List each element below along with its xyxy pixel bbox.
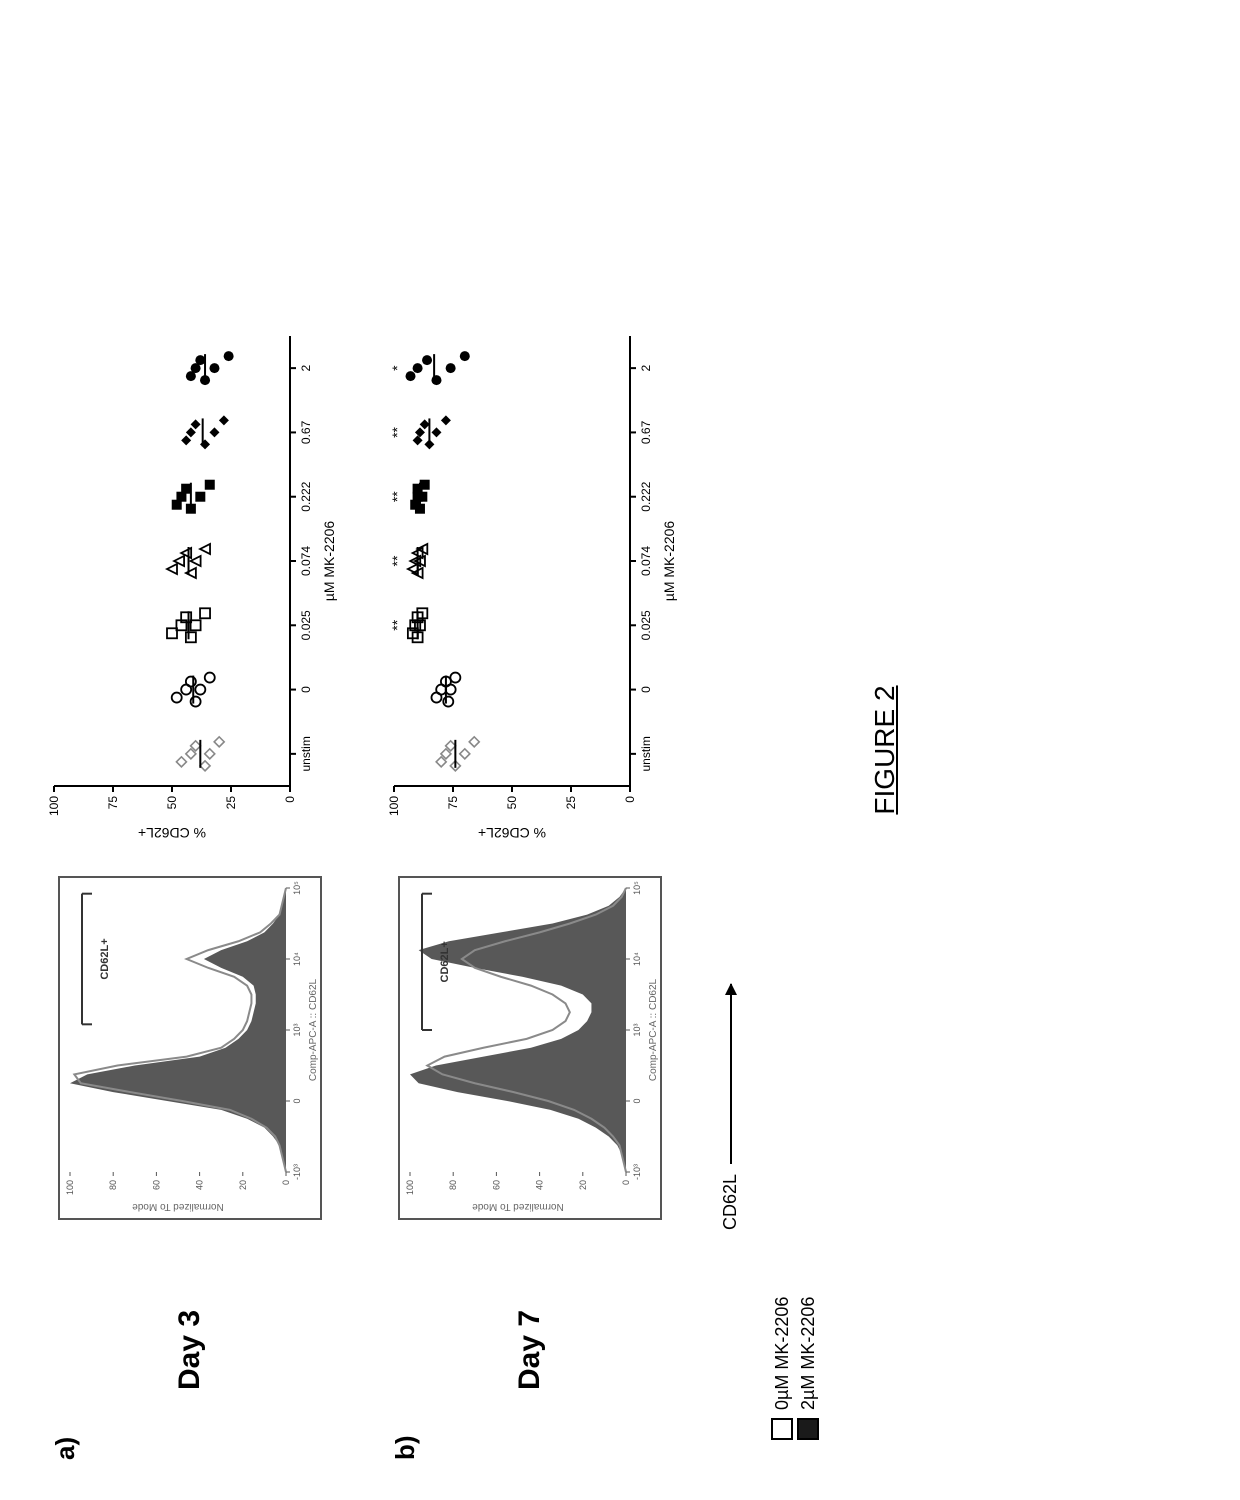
svg-text:100: 100 [387,796,401,816]
svg-text:2: 2 [639,364,653,371]
svg-text:40: 40 [535,1180,545,1190]
svg-text:40: 40 [195,1180,205,1190]
svg-text:0: 0 [299,686,313,693]
svg-text:80: 80 [108,1180,118,1190]
svg-text:100: 100 [65,1180,75,1195]
svg-text:CD62L+: CD62L+ [439,941,451,982]
histogram-day3: 020406080100Normalized To Mode-10³010³10… [58,876,322,1220]
svg-text:0: 0 [283,796,297,803]
legend-label-0: 0µM MK-2206 [772,1297,793,1410]
figure-title: FIGURE 2 [869,40,901,1460]
svg-text:µM MK-2206: µM MK-2206 [321,521,337,602]
svg-text:CD62L+: CD62L+ [99,938,111,979]
histogram-day7: 020406080100Normalized To Mode-10³010³10… [398,876,662,1220]
svg-text:10⁴: 10⁴ [292,952,302,966]
svg-text:0: 0 [621,1180,631,1185]
svg-text:unstim: unstim [299,736,313,771]
svg-text:80: 80 [448,1180,458,1190]
svg-text:10⁵: 10⁵ [632,881,642,895]
legend-swatch-0 [771,1418,793,1440]
svg-text:0: 0 [281,1180,291,1185]
svg-text:**: ** [389,555,405,566]
svg-text:Normalized To Mode: Normalized To Mode [472,1201,564,1212]
svg-text:25: 25 [224,796,238,810]
svg-text:0: 0 [623,796,637,803]
panel-a-row: a) Day 3 020406080100Normalized To Mode-… [40,40,340,1460]
legend-swatch-1 [797,1418,819,1440]
svg-text:0.67: 0.67 [299,420,313,444]
svg-text:**: ** [389,491,405,502]
legend: 0µM MK-2206 2µM MK-2206 [771,40,819,1440]
scatter-day3: 0 25 50 75 100 % CD62L+ unstim 0 0.025 0.074 0.222… [40,326,340,846]
cd62l-axis-arrow: CD62L [720,40,741,1230]
legend-label-1: 2µM MK-2206 [798,1297,819,1410]
svg-text:unstim: unstim [639,736,653,771]
svg-text:0: 0 [292,1098,302,1103]
svg-text:0.222: 0.222 [299,481,313,511]
svg-text:0.074: 0.074 [639,546,653,576]
svg-text:50: 50 [165,796,179,810]
svg-text:**: ** [389,619,405,630]
svg-text:60: 60 [491,1180,501,1190]
svg-text:10⁴: 10⁴ [632,952,642,966]
svg-text:Comp-APC-A :: CD62L: Comp-APC-A :: CD62L [308,978,319,1081]
arrow-line [730,984,732,1164]
svg-text:*: * [389,365,405,371]
day7-label: Day 7 [513,1250,547,1390]
scatter-day7: 0 25 50 75 100 % CD62L+ unstim 0 0.025 0.074 0.222… [380,326,680,846]
figure-content: a) Day 3 020406080100Normalized To Mode-… [40,40,1200,1460]
figure-wrap: a) Day 3 020406080100Normalized To Mode-… [40,40,1200,1460]
svg-text:10³: 10³ [632,1023,642,1036]
svg-text:0: 0 [639,686,653,693]
svg-text:0.67: 0.67 [639,420,653,444]
svg-text:75: 75 [106,796,120,810]
svg-text:10⁵: 10⁵ [292,881,302,895]
svg-text:50: 50 [505,796,519,810]
panel-a-label: a) [50,1420,81,1460]
svg-text:-10³: -10³ [292,1164,302,1180]
svg-text:25: 25 [564,796,578,810]
svg-text:2: 2 [299,364,313,371]
svg-text:0: 0 [632,1098,642,1103]
svg-text:0.222: 0.222 [639,481,653,511]
cd62l-label: CD62L [720,1174,741,1230]
svg-text:75: 75 [446,796,460,810]
svg-text:Normalized To Mode: Normalized To Mode [132,1201,224,1212]
svg-text:20: 20 [238,1180,248,1190]
svg-text:**: ** [389,426,405,437]
svg-text:0.025: 0.025 [639,610,653,640]
svg-text:% CD62L+: % CD62L+ [138,825,206,841]
panel-b-row: b) Day 7 020406080100Normalized To Mode-… [380,40,680,1460]
svg-text:10³: 10³ [292,1023,302,1036]
legend-item-0: 0µM MK-2206 [771,40,793,1440]
svg-text:Comp-APC-A :: CD62L: Comp-APC-A :: CD62L [648,978,659,1081]
day3-label: Day 3 [173,1250,207,1390]
svg-text:% CD62L+: % CD62L+ [478,825,546,841]
svg-text:60: 60 [151,1180,161,1190]
svg-text:100: 100 [47,796,61,816]
svg-text:µM MK-2206: µM MK-2206 [661,521,677,602]
svg-text:-10³: -10³ [632,1164,642,1180]
legend-item-1: 2µM MK-2206 [797,40,819,1440]
svg-text:100: 100 [405,1180,415,1195]
svg-text:0.074: 0.074 [299,546,313,576]
svg-text:20: 20 [578,1180,588,1190]
panel-b-label: b) [390,1420,421,1460]
svg-text:0.025: 0.025 [299,610,313,640]
